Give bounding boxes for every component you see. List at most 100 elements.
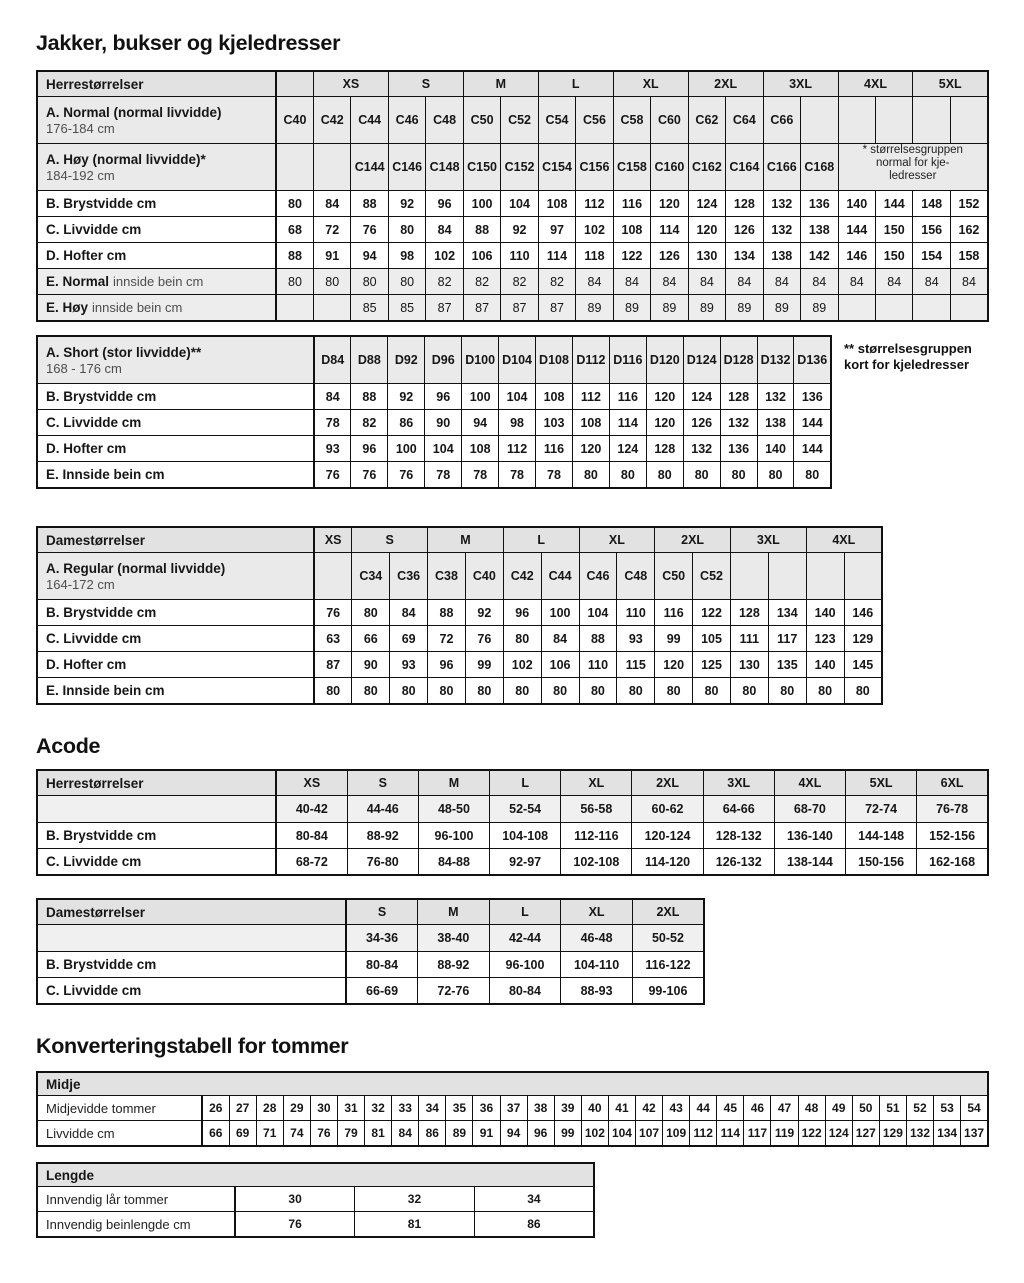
- value-cell: 87: [313, 651, 353, 678]
- value-cell: 88: [462, 216, 502, 243]
- row-label: A. Normal (normal livvidde) 176-184 cm: [36, 96, 277, 144]
- value-cell: 45: [716, 1095, 745, 1121]
- dame-header-label: Damestørrelser: [36, 526, 315, 553]
- value-cell: 80: [387, 216, 427, 243]
- value-cell: 84: [800, 268, 839, 295]
- row-hofter: D. Hofter cm 88 91 94 98 102 106 110 114 118 122 12…: [36, 242, 989, 269]
- value-cell: 84: [391, 1120, 420, 1147]
- row-e-normal: E. Normal innside bein cm 80 80 80 80 82 82 82 82…: [36, 268, 989, 295]
- value-cell: 84: [949, 268, 989, 295]
- value-cell: 66-69: [345, 977, 419, 1005]
- value-cell: 112: [498, 435, 537, 462]
- row-brystvidde: B. Brystvidde cm 84 88 92 96 100 104 108 112 116 1…: [36, 383, 832, 410]
- size-group-xl: XL: [578, 526, 656, 553]
- value-cell: 136: [719, 435, 758, 462]
- value-cell: 80: [275, 190, 314, 217]
- size-group-m: M: [417, 769, 491, 796]
- value-cell: 80: [540, 677, 580, 705]
- row-label-main: A. Regular (normal livvidde): [46, 561, 226, 576]
- value-cell: 89: [800, 294, 839, 322]
- size-group-3xl: 3XL: [762, 70, 839, 97]
- row-innvendig-beinlengde: Innvendig beinlengde cm 76 81 86: [36, 1211, 595, 1238]
- value-cell: C164: [725, 143, 764, 191]
- value-cell: 80: [793, 461, 832, 489]
- value-cell: 87: [537, 294, 577, 322]
- value-cell: 36: [472, 1095, 501, 1121]
- value-cell: 84: [575, 268, 614, 295]
- value-cell: 88: [578, 625, 618, 652]
- value-cell: 42: [634, 1095, 664, 1121]
- row-label: B. Brystvidde cm: [36, 383, 315, 410]
- value-cell: 40-42: [275, 795, 348, 823]
- value-cell: 126-132: [702, 848, 775, 876]
- value-cell: 74: [282, 1120, 311, 1147]
- value-cell: 34: [418, 1095, 447, 1121]
- value-cell: 104: [424, 435, 463, 462]
- value-cell: 82: [500, 268, 539, 295]
- value-cell: 84: [687, 268, 727, 295]
- value-cell: 120: [645, 409, 684, 436]
- value-cell: 123: [805, 625, 845, 652]
- value-cell: 140: [756, 435, 795, 462]
- value-cell: 80: [312, 268, 352, 295]
- value-cell: 112: [571, 383, 610, 410]
- row-label-sub: 176-184 cm: [46, 121, 115, 136]
- value-cell: 89: [575, 294, 614, 322]
- value-cell: 112-116: [560, 822, 633, 849]
- acode-dame-table-container: Damestørrelser S M L XL 2XL 34-36 38-40 42-44 46-…: [36, 898, 989, 1005]
- row-livvidde: C. Livvidde cm 68-72 76-80 84-88 92-97 102-10…: [36, 848, 989, 876]
- row-midjevidde-tommer: Midjevidde tommer 26 27 28 29 30 31 32 33 34 35 36 3…: [36, 1095, 989, 1121]
- value-cell: 63: [313, 625, 353, 652]
- value-cell: 117: [767, 625, 807, 652]
- size-group-3xl: 3XL: [702, 769, 775, 796]
- footnote-line: ledresser: [889, 170, 937, 182]
- value-cell: 80-84: [488, 977, 562, 1005]
- value-cell: 68: [275, 216, 314, 243]
- value-cell: C48: [616, 552, 656, 600]
- value-cell: 84: [612, 268, 652, 295]
- value-cell: 76: [313, 461, 352, 489]
- value-cell: C52: [500, 96, 539, 144]
- value-cell: C44: [350, 96, 389, 144]
- value-cell: C162: [687, 143, 727, 191]
- value-cell: C34: [351, 552, 391, 600]
- value-cell: 80: [571, 461, 610, 489]
- section-title-jakker: Jakker, bukser og kjeledresser: [36, 31, 341, 55]
- value-cell: C60: [650, 96, 689, 144]
- value-cell: C46: [578, 552, 618, 600]
- value-cell: [312, 294, 352, 322]
- value-cell: 87: [462, 294, 502, 322]
- value-cell: [313, 552, 353, 600]
- lengde-conversion-table: Lengde Innvendig lår tommer 30 32 34 Innvendi…: [36, 1162, 595, 1238]
- value-cell: 68-70: [773, 795, 847, 823]
- value-cell: 116: [654, 599, 694, 626]
- value-cell: 114: [608, 409, 647, 436]
- value-cell: 82: [350, 409, 389, 436]
- row-a-hoy: A. Høy (normal livvidde)* 184-192 cm C144 C…: [36, 143, 989, 191]
- row-label-main: B. Brystvidde cm: [46, 389, 157, 404]
- herre-header-label: Herrestørrelser: [36, 70, 277, 97]
- value-cell: 84: [837, 268, 877, 295]
- herre-sizes-table: Herrestørrelser XS S M L XL 2XL 3XL 4XL 5XL A. Nor…: [36, 70, 989, 322]
- value-cell: 100: [462, 190, 502, 217]
- value-cell: 90: [351, 651, 391, 678]
- value-cell: 97: [537, 216, 577, 243]
- value-cell: 124: [687, 190, 727, 217]
- size-group-2xl: 2XL: [654, 526, 731, 553]
- row-label-main: Innvendig lår tommer: [46, 1191, 169, 1207]
- value-cell: 80: [351, 677, 391, 705]
- value-cell: 49: [824, 1095, 853, 1121]
- value-cell: D120: [645, 335, 684, 384]
- value-cell: 80: [313, 677, 353, 705]
- value-cell: 138: [800, 216, 839, 243]
- value-cell: 144: [793, 435, 832, 462]
- value-cell: 162-168: [916, 848, 989, 876]
- value-cell: 76-80: [346, 848, 419, 876]
- value-cell: [275, 294, 314, 322]
- value-cell: D132: [756, 335, 795, 384]
- row-label: A. Høy (normal livvidde)* 184-192 cm: [36, 143, 277, 191]
- row-label: D. Hofter cm: [36, 435, 315, 462]
- size-group-l: L: [488, 898, 562, 925]
- value-cell: 72: [312, 216, 352, 243]
- value-cell: 127: [851, 1120, 880, 1147]
